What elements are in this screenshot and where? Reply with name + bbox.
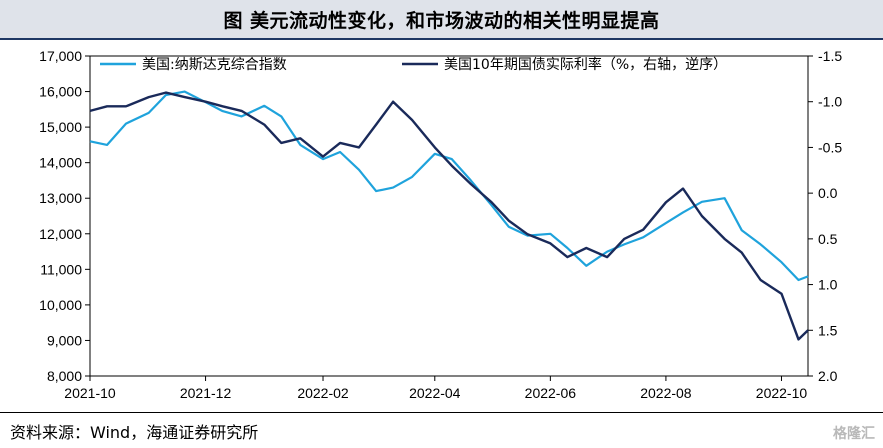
source-note: 资料来源：Wind，海通证券研究所	[10, 423, 259, 442]
nasdaq-series-line	[89, 90, 809, 282]
legend-tips-label: 美国10年期国债实际利率（%，右轴，逆序）	[444, 56, 727, 73]
legend-nasdaq-label: 美国:纳斯达克综合指数	[142, 57, 287, 73]
watermark-logo: 格隆汇	[833, 426, 875, 442]
y-left-tick-label: 16,000	[39, 84, 82, 100]
title-bar: 图 美元流动性变化，和市场波动的相关性明显提高	[0, 0, 883, 40]
y-right-tick-label: 1.0	[818, 277, 838, 293]
y-left-tick-label: 13,000	[39, 190, 82, 206]
y-left-tick-label: 15,000	[39, 119, 82, 135]
y-left-tick-label: 8,000	[47, 368, 82, 384]
line-chart: 8,000 9,000 10,000 11,000 12,000 13,000 14,000…	[39, 48, 842, 401]
y-left-tick-label: 9,000	[47, 332, 82, 348]
legend: 美国:纳斯达克综合指数 美国10年期国债实际利率（%，右轴，逆序）	[100, 56, 727, 73]
source-bar: 资料来源：Wind，海通证券研究所 格隆汇	[0, 412, 883, 448]
y-left-tick-label: 14,000	[39, 155, 82, 171]
y-left-tick-label: 11,000	[40, 261, 82, 277]
y-right-tick-label: -0.5	[818, 139, 842, 155]
x-tick-label: 2022-08	[640, 385, 692, 401]
figure-title: 图 美元流动性变化，和市场波动的相关性明显提高	[223, 10, 660, 32]
tips-series-line	[89, 91, 809, 341]
x-tick-label: 2021-10	[64, 385, 116, 401]
x-tick-label: 2022-02	[297, 385, 349, 401]
y-right-tick-label: 2.0	[818, 368, 838, 384]
series-layer	[89, 90, 809, 341]
y-left-tick-label: 17,000	[39, 48, 82, 64]
plot-frame	[89, 55, 809, 377]
y-right-tick-label: -1.0	[818, 94, 842, 110]
x-tick-label: 2021-12	[180, 385, 232, 401]
x-tick-label: 2022-04	[409, 385, 461, 401]
y-right-tick-label: 0.5	[818, 231, 838, 247]
y-right-tick-label: -1.5	[818, 48, 842, 64]
y-left-tick-label: 12,000	[39, 226, 82, 242]
chart-area: 8,000 9,000 10,000 11,000 12,000 13,000 14,000…	[0, 40, 883, 410]
y-right-tick-label: 0.0	[818, 185, 838, 201]
x-tick-label: 2022-10	[756, 385, 808, 401]
legend-nasdaq: 美国:纳斯达克综合指数	[100, 57, 287, 73]
y-right-tick-label: 1.5	[818, 322, 838, 338]
legend-tips: 美国10年期国债实际利率（%，右轴，逆序）	[402, 56, 727, 73]
x-tick-label: 2022-06	[525, 385, 577, 401]
axes-layer: 8,000 9,000 10,000 11,000 12,000 13,000 14,000…	[39, 48, 842, 401]
y-left-tick-label: 10,000	[39, 297, 82, 313]
